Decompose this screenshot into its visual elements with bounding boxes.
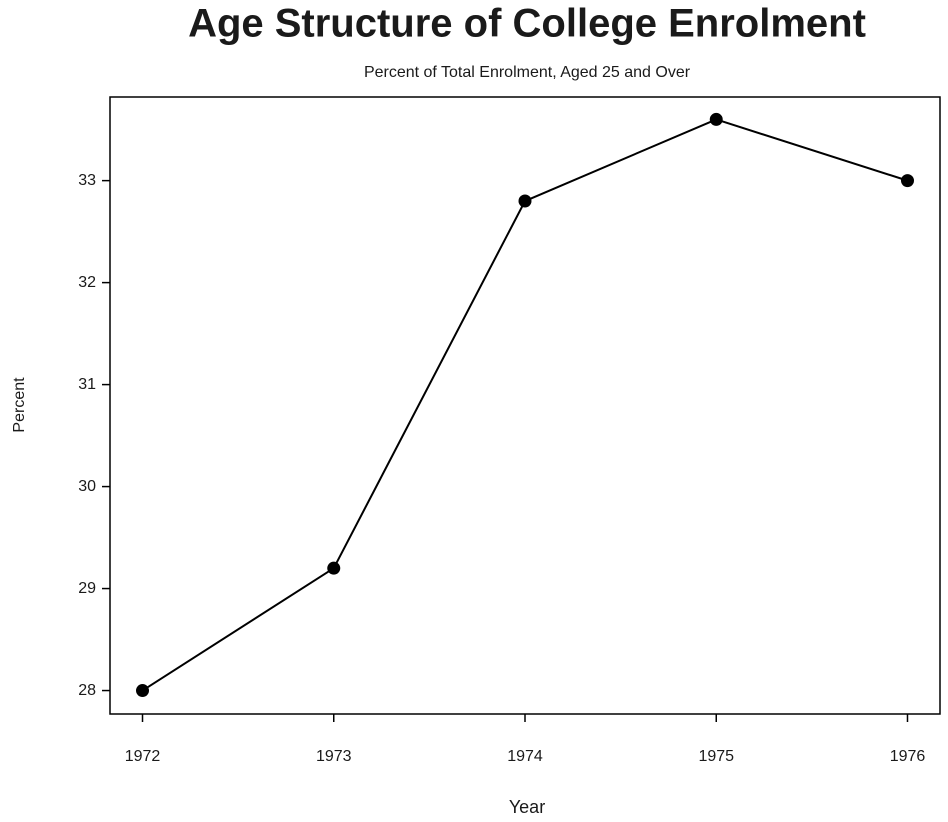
x-tick-label: 1974 (507, 748, 543, 765)
y-axis-label: Percent (11, 377, 28, 433)
y-tick-label: 30 (78, 478, 96, 495)
chart-subtitle: Percent of Total Enrolment, Aged 25 and … (364, 64, 691, 81)
data-point (136, 684, 150, 698)
y-tick-label: 33 (78, 172, 96, 189)
y-tick-label: 28 (78, 682, 96, 699)
x-tick-label: 1975 (698, 748, 734, 765)
y-tick-label: 32 (78, 274, 96, 291)
data-point (900, 174, 914, 188)
y-tick-label: 31 (78, 376, 96, 393)
chart-title: Age Structure of College Enrolment (188, 2, 866, 46)
x-tick-label: 1973 (316, 748, 352, 765)
x-tick-label: 1972 (125, 748, 161, 765)
y-tick-label: 29 (78, 580, 96, 597)
x-axis-label: Year (509, 797, 545, 817)
data-point (518, 194, 532, 208)
data-point (709, 112, 723, 126)
data-point (327, 561, 341, 575)
x-tick-label: 1976 (890, 748, 926, 765)
plot-frame (109, 96, 941, 715)
